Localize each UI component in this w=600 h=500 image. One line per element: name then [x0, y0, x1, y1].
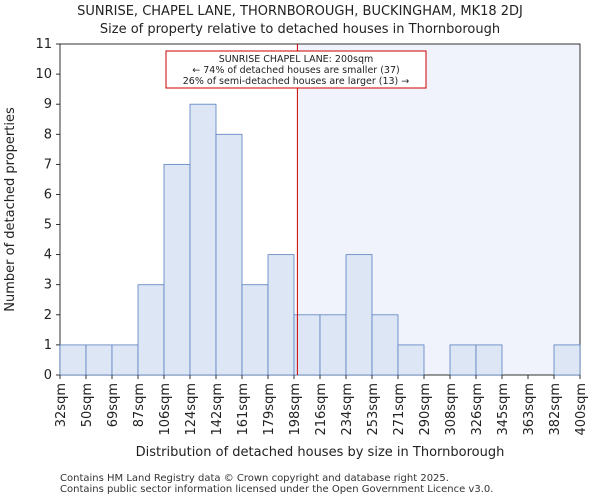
histogram-bar [59, 344, 87, 376]
y-tick-label: 7 [44, 157, 52, 172]
y-tick-label: 11 [35, 37, 52, 52]
histogram-bar [345, 254, 373, 376]
y-tick-label: 9 [44, 97, 52, 112]
histogram-bar [449, 344, 477, 376]
x-tick-label: 290sqm [418, 383, 433, 436]
y-tick-label: 0 [44, 368, 52, 383]
histogram-bar [319, 314, 347, 376]
histogram-bar [137, 284, 165, 376]
x-tick-label: 216sqm [314, 383, 329, 436]
histogram-bar [163, 163, 191, 376]
x-tick-label: 161sqm [236, 383, 251, 436]
histogram-bar [371, 314, 399, 376]
x-tick-label: 198sqm [288, 383, 303, 436]
annotation-box [165, 50, 427, 89]
y-tick-label: 3 [44, 278, 52, 293]
histogram-bar [553, 344, 581, 376]
annotation-line: ← 74% of detached houses are smaller (37… [192, 65, 399, 76]
histogram-bar [293, 314, 321, 376]
y-tick-label: 5 [44, 218, 52, 233]
x-tick-label: 234sqm [340, 383, 355, 436]
histogram-bar [267, 254, 295, 376]
histogram-bar [111, 344, 139, 376]
histogram-bar [475, 344, 503, 376]
x-tick-label: 142sqm [210, 383, 225, 436]
x-tick-label: 253sqm [366, 383, 381, 436]
y-tick-label: 2 [44, 308, 52, 323]
x-tick-label: 345sqm [496, 383, 511, 436]
footer-copyright: Contains HM Land Registry data © Crown c… [60, 473, 449, 484]
y-tick-label: 10 [35, 67, 52, 82]
y-tick-label: 4 [44, 248, 52, 263]
annotation-line: 26% of semi-detached houses are larger (… [183, 76, 410, 87]
x-tick-label: 50sqm [80, 383, 95, 427]
x-tick-label: 326sqm [470, 383, 485, 436]
y-tick-label: 1 [44, 338, 52, 353]
histogram-bar [241, 284, 269, 376]
y-axis-label: Number of detached properties [3, 107, 18, 312]
y-tick-label: 6 [44, 187, 52, 202]
annotation-line: SUNRISE CHAPEL LANE: 200sqm [219, 54, 374, 65]
x-tick-label: 32sqm [54, 383, 69, 427]
x-tick-label: 69sqm [106, 383, 121, 427]
x-tick-label: 382sqm [548, 383, 563, 436]
x-tick-label: 363sqm [522, 383, 537, 436]
x-tick-label: 87sqm [132, 383, 147, 427]
x-tick-label: 400sqm [574, 383, 589, 436]
histogram-bar [215, 133, 243, 376]
chart-title: SUNRISE, CHAPEL LANE, THORNBOROUGH, BUCK… [77, 4, 523, 19]
x-tick-label: 271sqm [392, 383, 407, 436]
y-tick-label: 8 [44, 127, 52, 142]
x-tick-label: 179sqm [262, 383, 277, 436]
x-tick-label: 308sqm [444, 383, 459, 436]
histogram-bar [189, 103, 217, 376]
footer-licence: Contains public sector information licen… [60, 484, 494, 495]
histogram-bar [397, 344, 425, 376]
chart-subtitle: Size of property relative to detached ho… [99, 22, 501, 37]
histogram-bar [85, 344, 113, 376]
x-axis-label: Distribution of detached houses by size … [136, 445, 505, 460]
x-tick-label: 106sqm [158, 383, 173, 436]
x-tick-label: 124sqm [184, 383, 199, 436]
